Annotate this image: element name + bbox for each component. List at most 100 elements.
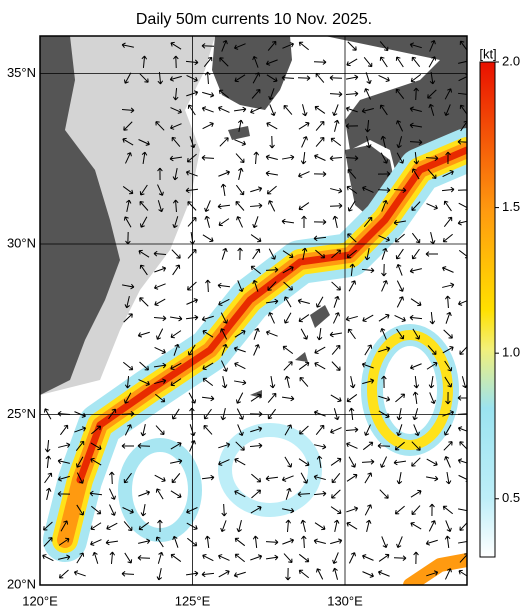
current-arrow: [157, 71, 164, 85]
current-arrow: [76, 552, 85, 564]
current-arrow: [409, 268, 422, 274]
current-arrow: [265, 170, 279, 177]
current-arrow: [237, 247, 243, 261]
current-arrow: [221, 40, 228, 52]
current-arrow: [409, 42, 422, 49]
current-arrow: [445, 391, 451, 405]
current-arrow: [139, 73, 149, 83]
current-arrow: [218, 459, 230, 466]
current-arrow: [444, 295, 451, 309]
colorbar: [479, 61, 496, 558]
current-arrow: [298, 314, 310, 323]
current-arrow: [445, 151, 451, 165]
current-arrow: [123, 521, 133, 532]
current-arrow: [381, 200, 388, 212]
current-arrow: [172, 216, 179, 229]
current-arrow: [366, 519, 372, 532]
current-arrow: [221, 343, 228, 356]
current-arrow: [122, 137, 134, 146]
current-arrow: [412, 408, 419, 421]
current-arrow: [154, 346, 166, 354]
current-arrow: [410, 298, 422, 307]
current-arrow: [346, 74, 359, 81]
current-arrow: [314, 154, 326, 161]
current-arrow: [282, 154, 295, 161]
current-arrow: [395, 56, 404, 68]
current-arrow: [265, 539, 279, 545]
current-arrow: [444, 88, 453, 100]
current-arrow: [201, 571, 215, 578]
current-arrow: [124, 375, 131, 389]
current-arrow: [346, 394, 358, 403]
current-arrow: [57, 475, 70, 482]
current-arrow: [380, 456, 388, 468]
current-arrow: [330, 538, 343, 545]
current-arrow: [315, 136, 325, 147]
graticule: [40, 36, 467, 585]
current-arrow: [283, 361, 293, 371]
current-arrow: [395, 88, 405, 100]
jeju: [228, 126, 250, 140]
colorbar-label: 1.5: [502, 199, 520, 214]
current-arrow: [123, 121, 133, 131]
current-arrow: [187, 104, 196, 116]
lon-label: 120°E: [22, 593, 58, 608]
current-arrow: [121, 107, 135, 114]
current-arrow: [393, 219, 406, 226]
current-arrow: [348, 456, 357, 468]
current-arrow: [394, 441, 405, 451]
current-arrow: [284, 456, 293, 468]
current-arrow: [265, 475, 279, 482]
current-arrow: [139, 264, 148, 276]
current-arrow: [265, 330, 278, 337]
current-arrow: [413, 87, 419, 101]
lon-label: 125°E: [175, 593, 211, 608]
current-arrow: [329, 75, 343, 81]
current-arrow: [157, 200, 164, 213]
current-arrow: [300, 151, 307, 165]
current-arrow: [73, 570, 86, 577]
current-arrow: [364, 504, 373, 516]
current-arrow: [298, 121, 310, 130]
current-arrow: [380, 135, 386, 148]
current-arrow: [364, 472, 373, 484]
current-arrow: [377, 171, 391, 177]
current-arrow: [444, 568, 452, 580]
current-arrow: [186, 298, 198, 305]
current-arrow: [139, 200, 149, 211]
map-area: [40, 36, 467, 585]
current-arrow: [185, 170, 198, 177]
current-arrow: [138, 139, 150, 146]
current-arrow: [334, 119, 340, 132]
current-arrow: [45, 455, 52, 469]
korea: [212, 36, 292, 110]
current-arrow: [443, 441, 453, 451]
current-arrow: [345, 315, 358, 322]
current-arrow: [363, 216, 373, 228]
current-arrow: [441, 186, 455, 193]
current-arrow: [106, 522, 118, 531]
current-arrow: [362, 571, 374, 578]
current-arrow: [253, 344, 260, 356]
current-arrow: [333, 295, 340, 308]
current-arrow: [169, 75, 182, 82]
current-arrow: [362, 186, 374, 193]
current-arrow: [331, 361, 341, 371]
current-arrow: [428, 103, 435, 116]
current-arrow: [365, 72, 372, 85]
current-arrow: [122, 186, 134, 195]
current-arrow: [364, 248, 371, 261]
current-arrow: [58, 442, 71, 448]
current-arrow: [378, 410, 390, 419]
current-arrow: [109, 551, 116, 565]
current-arrow: [457, 187, 467, 193]
current-arrow: [250, 426, 263, 433]
current-arrow: [249, 202, 263, 209]
current-arrow: [236, 408, 244, 420]
current-arrow: [396, 263, 403, 276]
current-arrow: [44, 439, 51, 453]
current-arrow: [332, 552, 339, 564]
current-arrow: [298, 202, 310, 211]
current-arrow: [220, 312, 229, 324]
current-arrow: [234, 553, 245, 563]
